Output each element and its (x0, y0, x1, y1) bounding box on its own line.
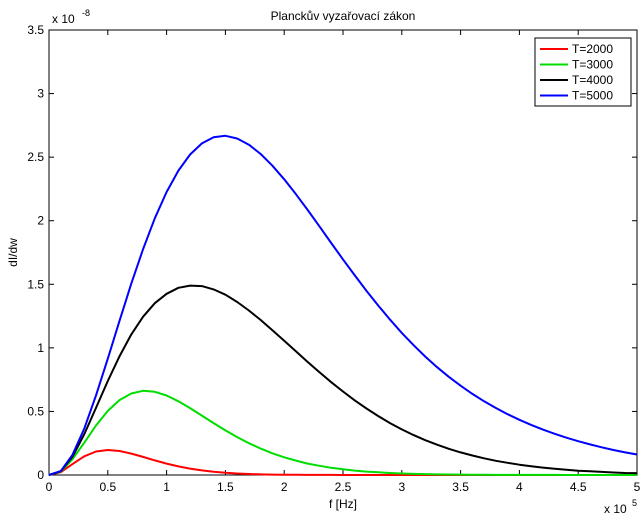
y-tick-label: 2 (37, 214, 44, 228)
x-axis-multiplier-base: x 10 (604, 502, 627, 516)
x-tick-label: 0 (46, 480, 53, 494)
y-axis-multiplier: x 10 -8 (52, 8, 90, 26)
y-tick-label: 0 (37, 468, 44, 482)
legend-label: T=4000 (572, 73, 613, 87)
x-tick-label: 1.5 (217, 480, 234, 494)
y-tick-label: 1 (37, 341, 44, 355)
x-tick-label: 3 (398, 480, 405, 494)
x-tick-label: 1 (163, 480, 170, 494)
y-axis-multiplier-exponent: -8 (82, 8, 90, 18)
x-tick-label: 2.5 (335, 480, 352, 494)
y-tick-label: 1.5 (27, 277, 44, 291)
series-line-t-4000 (48, 284, 638, 476)
x-tick-label: 4.5 (570, 480, 587, 494)
x-axis-multiplier: x 10 5 (604, 498, 637, 516)
legend-label: T=3000 (572, 58, 613, 72)
x-tick-label: 0.5 (99, 480, 116, 494)
y-tick-label: 3 (37, 87, 44, 101)
series-line-t-5000 (48, 134, 638, 476)
series-lines (48, 134, 638, 476)
y-axis-label: dI/dw (6, 238, 20, 267)
x-tick-label: 2 (281, 480, 288, 494)
legend-label: T=2000 (572, 42, 613, 56)
x-tick-label: 5 (634, 480, 641, 494)
chart-title: Planckův vyzařovací zákon (271, 9, 416, 23)
y-axis-multiplier-base: x 10 (52, 12, 75, 26)
legend-label: T=5000 (572, 89, 613, 103)
y-tick-label: 0.5 (27, 404, 44, 418)
series-line-t-3000 (48, 389, 637, 476)
y-tick-label: 2.5 (27, 150, 44, 164)
x-tick-label: 4 (516, 480, 523, 494)
x-axis-label: f [Hz] (329, 497, 357, 511)
x-tick-label: 3.5 (452, 480, 469, 494)
x-axis-multiplier-exponent: 5 (632, 498, 637, 508)
y-tick-label: 3.5 (27, 23, 44, 37)
